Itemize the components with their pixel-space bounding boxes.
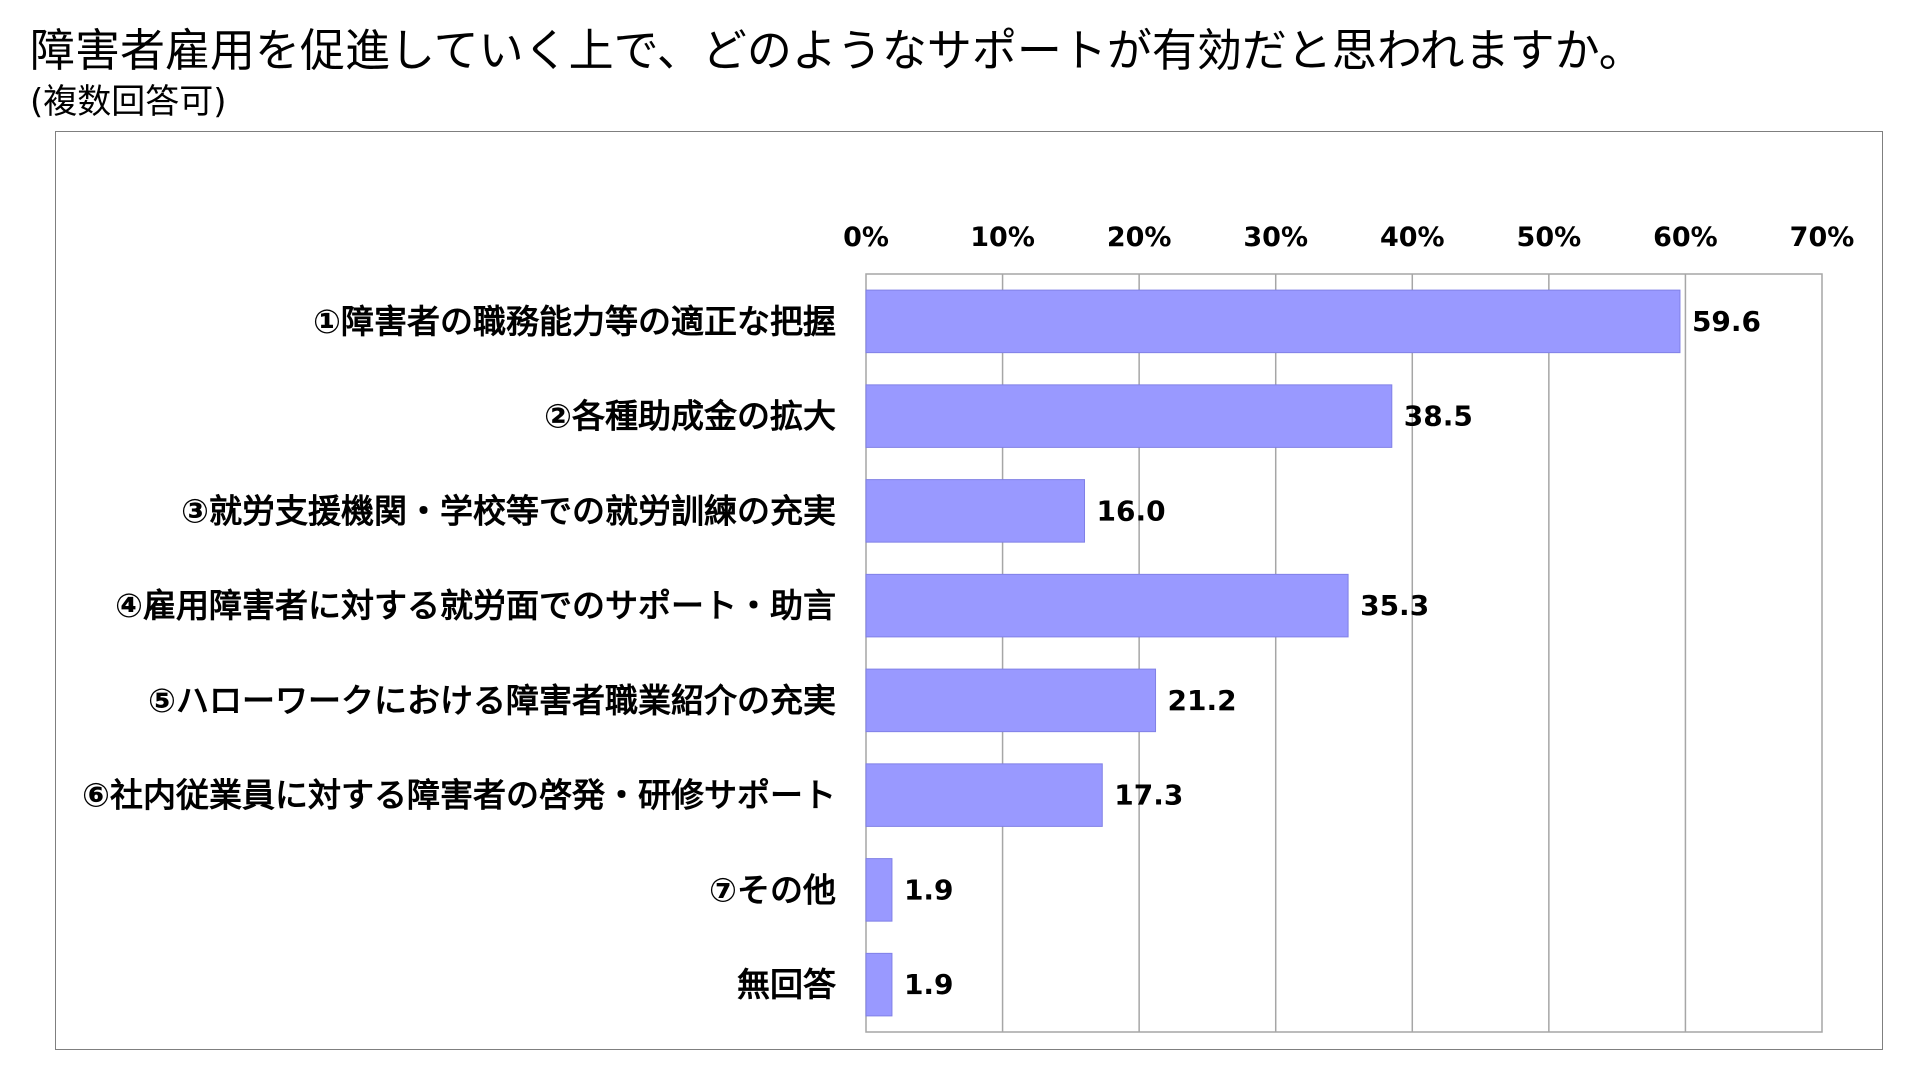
category-label: ①障害者の職務能力等の適正な把握: [313, 302, 836, 341]
bar: [865, 384, 1393, 448]
chart-subtitle: (複数回答可): [30, 82, 227, 122]
category-label: ⑥社内従業員に対する障害者の啓発・研修サポート: [82, 776, 836, 815]
data-labels: 59.6 38.5 16.0 35.3 21.2 17.3 1.9 1.9: [904, 305, 1761, 1001]
bars: [865, 289, 1681, 1017]
x-tick-label: 0%: [843, 222, 889, 253]
category-label: ②各種助成金の拡大: [544, 397, 836, 436]
category-label: ④雇用障害者に対する就労面でのサポート・助言: [115, 586, 836, 625]
bar: [865, 479, 1086, 543]
category-label: 無回答: [737, 965, 837, 1004]
x-tick-label: 50%: [1517, 222, 1582, 253]
category-labels: ①障害者の職務能力等の適正な把握 ②各種助成金の拡大 ③就労支援機関・学校等での就労…: [82, 302, 837, 1004]
bar: [865, 289, 1681, 354]
plot-area-border: [865, 273, 1823, 1033]
chart-title: 障害者雇用を促進していく上で、どのようなサポートが有効だと思われますか。: [30, 24, 1644, 77]
category-label: ⑤ハローワークにおける障害者職業紹介の充実: [148, 681, 836, 720]
bar: [865, 952, 893, 1017]
data-label: 1.9: [904, 968, 954, 1001]
category-label: ⑦その他: [709, 870, 836, 909]
x-axis-ticks: 0% 10% 20% 30% 40% 50% 60% 70%: [843, 222, 1854, 253]
chart-frame: [55, 131, 1883, 1050]
bar: [865, 573, 1349, 638]
data-label: 17.3: [1114, 779, 1183, 812]
data-label: 21.2: [1168, 684, 1237, 717]
bar: [865, 858, 893, 922]
x-tick-label: 70%: [1790, 222, 1855, 253]
x-tick-label: 40%: [1380, 222, 1445, 253]
x-tick-label: 20%: [1107, 222, 1172, 253]
x-tick-label: 10%: [970, 222, 1035, 253]
data-label: 35.3: [1360, 589, 1429, 622]
x-tick-label: 30%: [1243, 222, 1308, 253]
data-label: 38.5: [1404, 400, 1473, 433]
bar: [865, 763, 1103, 827]
data-label: 59.6: [1692, 305, 1761, 338]
category-label: ③就労支援機関・学校等での就労訓練の充実: [181, 491, 836, 530]
bar: [865, 668, 1157, 733]
data-label: 1.9: [904, 873, 954, 906]
data-label: 16.0: [1097, 494, 1166, 527]
x-tick-label: 60%: [1653, 222, 1718, 253]
